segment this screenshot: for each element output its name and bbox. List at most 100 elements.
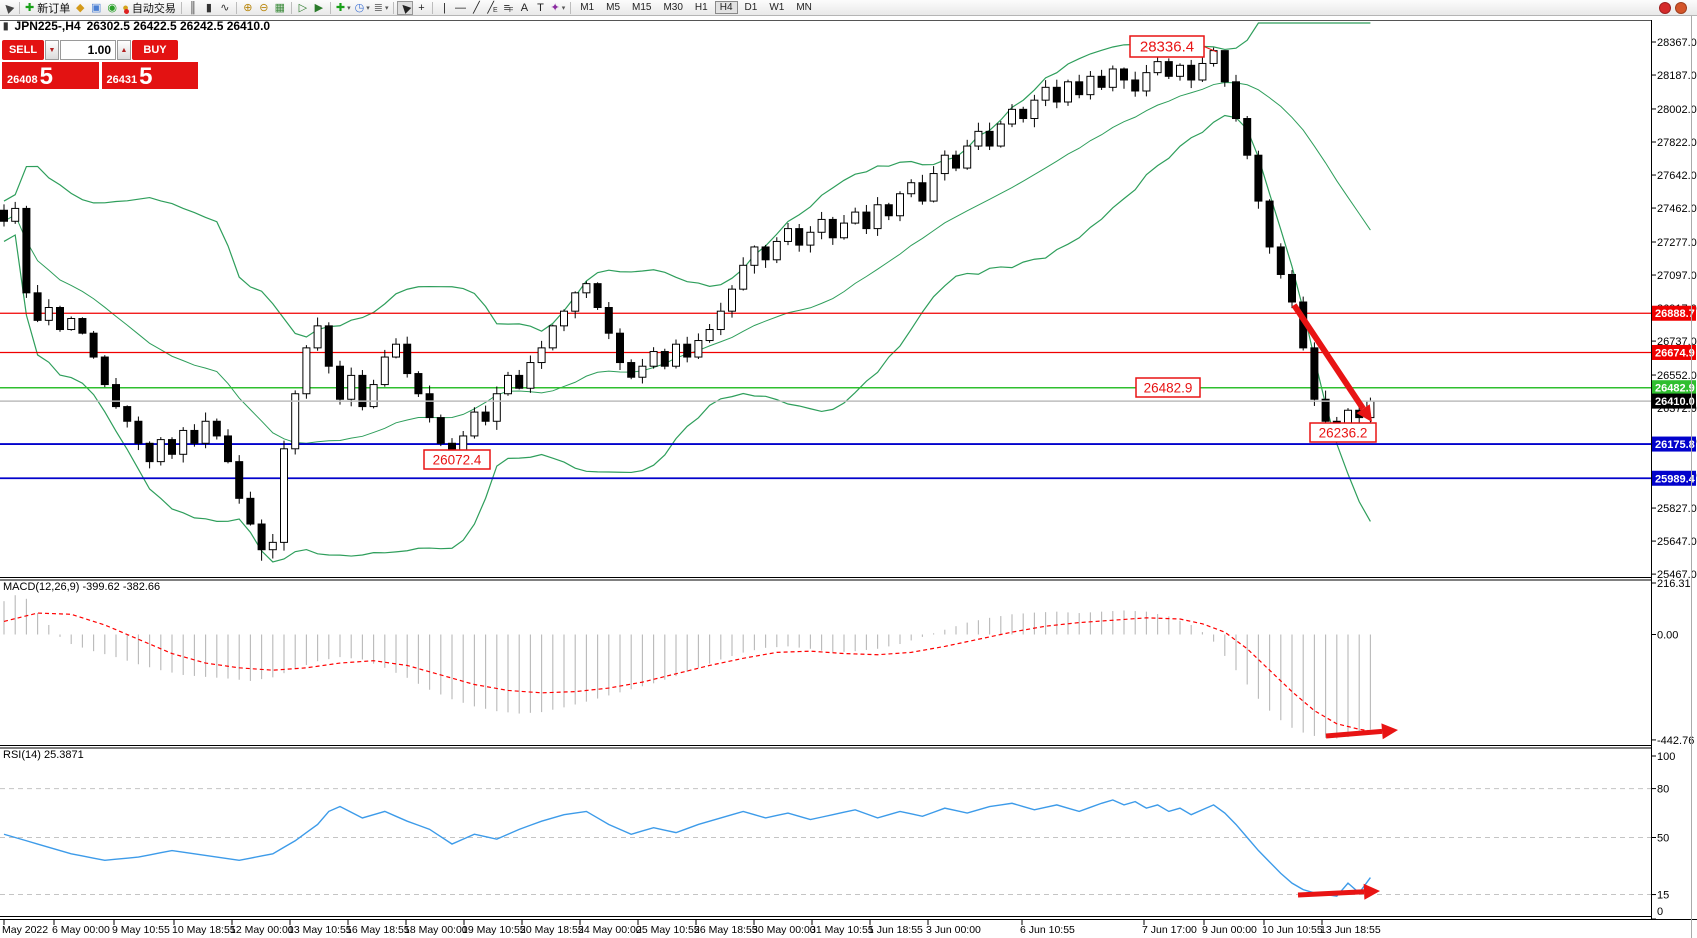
text-tool[interactable]: A: [516, 1, 532, 15]
annotation-box[interactable]: [1129, 35, 1205, 58]
line-chart-icon[interactable]: ∿: [217, 1, 233, 15]
candle: [89, 332, 98, 358]
zoom-out-icon[interactable]: ⊖: [256, 1, 272, 15]
sell-price-button[interactable]: 26408 5: [2, 62, 99, 89]
symbol-name: JPN225-,H4: [14, 19, 81, 33]
chart-shift-icon[interactable]: ▷: [295, 1, 311, 15]
buy-button[interactable]: BUY: [132, 40, 178, 60]
candle: [548, 325, 557, 349]
channel-tool[interactable]: ╱ E: [484, 1, 500, 15]
candle: [750, 246, 759, 266]
macd-scale-label: 216.31: [1657, 578, 1691, 590]
price-tick-label: 28187.0: [1657, 70, 1697, 82]
candle: [56, 307, 64, 331]
candle: [739, 264, 748, 290]
time-tick-label: 19 May 10:55: [462, 924, 526, 936]
profiles-button-dropdown-icon[interactable]: ▾: [366, 4, 370, 12]
candle: [78, 318, 87, 334]
rsi-indicator-label: RSI(14) 25.3871: [3, 749, 84, 761]
arrows-tool-glyph: ✦: [550, 1, 560, 14]
pointer-tool[interactable]: ▶: [397, 0, 414, 15]
timeframe-d1[interactable]: D1: [744, 2, 758, 13]
candle: [436, 417, 445, 444]
timeframe-m30[interactable]: M30: [663, 2, 683, 13]
zoom-in-icon[interactable]: ⊕: [240, 1, 256, 15]
sell-button[interactable]: SELL: [2, 40, 44, 60]
arrows-tool-dropdown-icon[interactable]: ▾: [561, 4, 566, 12]
chart-profile-icon[interactable]: ◆: [72, 1, 88, 15]
timeframe-w1[interactable]: W1: [769, 2, 785, 13]
candle: [1108, 68, 1117, 88]
time-tick-label: May 2022: [2, 924, 48, 936]
crosshair-tool[interactable]: +: [413, 1, 429, 15]
annotation-box[interactable]: [1135, 377, 1201, 398]
vertical-line-tool[interactable]: |: [436, 1, 452, 15]
candle: [0, 209, 8, 222]
timeframe-h1[interactable]: H1: [694, 2, 708, 13]
tile-windows-icon[interactable]: ▦: [272, 1, 288, 15]
candle: [974, 130, 983, 147]
candlestick-chart-icon[interactable]: ▮: [201, 1, 217, 15]
timeframe-m15[interactable]: M15: [632, 2, 652, 13]
auto-trading-button[interactable]: ● 自动交易: [120, 1, 178, 15]
candle: [772, 240, 781, 261]
indicators-button[interactable]: ≣ ▾: [372, 1, 391, 15]
candle: [369, 384, 378, 408]
chart-shift-icon-glyph: ▷: [298, 1, 308, 14]
arrows-tool[interactable]: ✦ ▾: [548, 1, 567, 15]
text-label-tool[interactable]: T: [532, 1, 548, 15]
candle: [537, 347, 546, 364]
auto-scroll-icon[interactable]: ▶: [311, 1, 327, 15]
candle: [1276, 246, 1285, 275]
signal-broadcast-icon[interactable]: ◉: [104, 1, 120, 15]
candle: [761, 246, 770, 261]
candle: [1131, 79, 1140, 92]
candle: [515, 374, 524, 389]
volume-decrease-button[interactable]: ▼: [45, 40, 59, 60]
main-arrow-head-icon: [1356, 404, 1372, 422]
candle: [425, 393, 434, 419]
buy-price-button[interactable]: 26431 5: [101, 62, 198, 89]
price-tick-label: 25647.0: [1657, 536, 1697, 548]
candle: [1064, 81, 1072, 103]
candle: [22, 207, 31, 294]
auto-trading-button-label: 自动交易: [131, 2, 176, 15]
annotation-box[interactable]: [423, 449, 491, 470]
annotation-box[interactable]: [1309, 422, 1377, 443]
indicators-button-dropdown-icon[interactable]: ▾: [384, 4, 389, 12]
volume-increase-button[interactable]: ▲: [117, 40, 131, 60]
candle: [604, 307, 613, 334]
timeframe-m1[interactable]: M1: [580, 2, 595, 13]
news-icon[interactable]: [1675, 1, 1687, 14]
time-axis: May 2022 6 May 00:00 9 May 10:55 10 May 18:…: [2, 920, 1381, 936]
rsi-scale-label: 0: [1657, 906, 1663, 918]
market-watch-icon[interactable]: ▣: [88, 1, 104, 15]
alert-icon[interactable]: [1659, 1, 1671, 14]
trendline-tool[interactable]: ╱: [468, 1, 484, 15]
new-chart-button[interactable]: ✚ ▾: [334, 1, 353, 15]
time-tick-label: 30 May 00:00: [752, 924, 816, 936]
candle: [862, 211, 871, 230]
spin-up-icon: ▲: [120, 46, 128, 54]
price-tag-label: 26674.9: [1655, 347, 1695, 359]
new-order-button-glyph: ✚: [25, 1, 35, 14]
macd-indicator-label: MACD(12,26,9) -399.62 -382.66: [3, 581, 161, 593]
profiles-button[interactable]: ◷ ▾: [353, 1, 372, 15]
candle: [268, 541, 277, 551]
bollinger-bands: [3, 22, 1371, 563]
price-tick-label: 27097.0: [1657, 270, 1697, 282]
candle: [324, 325, 333, 367]
bar-chart-icon[interactable]: ║: [185, 1, 201, 15]
cursor-icon[interactable]: ▶: [0, 0, 16, 14]
timeframe-mn[interactable]: MN: [796, 2, 812, 13]
timeframe-h4[interactable]: H4: [714, 1, 738, 14]
new-chart-button-dropdown-icon[interactable]: ▾: [347, 4, 351, 12]
timeframe-m5[interactable]: M5: [606, 2, 621, 13]
volume-input[interactable]: [60, 40, 116, 60]
fibonacci-tool[interactable]: ≡ F: [500, 1, 516, 15]
horizontal-line-tool[interactable]: —: [452, 1, 468, 15]
annotation-price-label: 26072.4: [433, 453, 482, 468]
new-order-button[interactable]: ✚ 新订单: [23, 1, 72, 15]
candle: [963, 145, 972, 169]
